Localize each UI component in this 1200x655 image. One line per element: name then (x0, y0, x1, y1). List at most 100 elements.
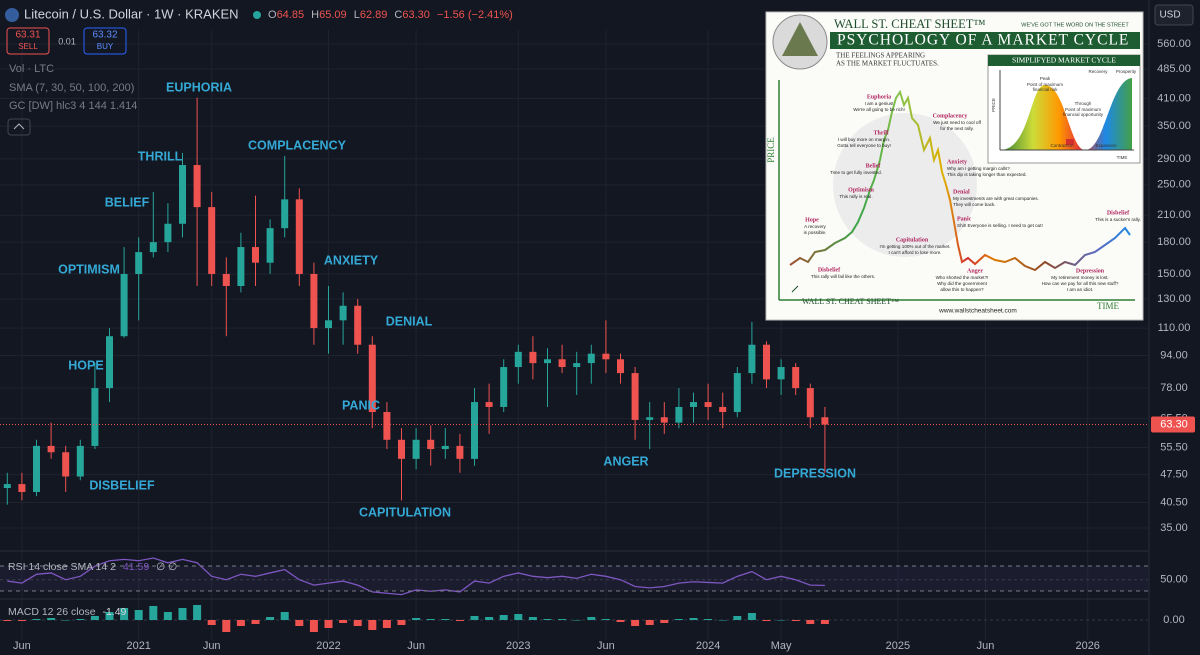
change: −1.56 (−2.41%) (437, 9, 513, 21)
currency-button[interactable] (1154, 4, 1194, 26)
candle-body (208, 207, 216, 274)
phase-annotation: ANXIETY (324, 253, 379, 267)
macd-histogram-bar (791, 620, 800, 621)
phase-annotation: HOPE (68, 358, 103, 372)
collapse-icon[interactable] (13, 123, 25, 130)
sell-label[interactable]: SELL (18, 42, 38, 51)
macd-histogram-bar (178, 608, 187, 620)
cycle-curve (789, 89, 1131, 272)
simplified-label: Point of maximum (1027, 82, 1063, 87)
candle-body (179, 165, 186, 224)
y-tick-label: 130.00 (1157, 293, 1191, 305)
phase-quote: Time to get fully invested. (830, 170, 882, 175)
y-tick-label: 250.00 (1157, 179, 1191, 191)
candle-body (18, 484, 26, 493)
phase-quote: I am an idiot. (1067, 287, 1093, 292)
phase-quote: I can't afford to lose more. (889, 250, 942, 255)
macd-histogram-bar (820, 620, 829, 624)
x-tick-label: Jun (13, 640, 31, 652)
y-tick-label: 94.00 (1160, 349, 1188, 361)
macd-histogram-bar (558, 619, 567, 620)
phase-annotation: DENIAL (386, 314, 433, 328)
title-band (830, 32, 1140, 49)
candle-body (792, 367, 800, 389)
x-tick-label: 2026 (1075, 640, 1099, 652)
simplified-label: financial opportunity (1063, 112, 1104, 117)
simplified-label: PRICE (991, 98, 996, 112)
macd-legend: MACD 12 26 close -1.49 (8, 606, 127, 618)
symbol-title: Litecoin / U.S. Dollar · 1W · KRAKEN (24, 6, 239, 21)
phase-annotation: PANIC (342, 398, 380, 412)
candle-body (427, 439, 435, 450)
rsi-band (0, 566, 1148, 591)
macd-histogram-bar (572, 620, 581, 621)
phase-annotation: COMPLACENCY (248, 138, 347, 152)
candle-body (120, 273, 128, 337)
macd-histogram-bar (295, 620, 304, 626)
phase-name: Capitulation (896, 237, 929, 243)
macd-histogram-bar (747, 613, 756, 620)
simplified-label: Expansion (1095, 143, 1117, 148)
macd-histogram-bar (382, 620, 391, 628)
candle-body (763, 344, 770, 380)
candle-body (646, 417, 654, 420)
phase-quote: I am a genius! (865, 101, 894, 106)
sell-price[interactable]: 63.31 (15, 30, 40, 41)
y-tick-label: 210.00 (1157, 209, 1191, 221)
inset-axis-label: TIME (1097, 301, 1119, 311)
macd-histogram-bar (601, 619, 610, 620)
candle-body (500, 367, 508, 407)
rsi-line (7, 557, 825, 596)
candle-body (47, 445, 55, 453)
y-tick-label: 110.00 (1158, 322, 1191, 334)
phase-name: Depression (1076, 268, 1105, 274)
inset-url: www.wallstcheatsheet.com (938, 308, 1017, 315)
candle-body (704, 402, 712, 407)
macd-histogram-bar (149, 606, 158, 620)
macd-histogram-bar (339, 620, 348, 623)
candle-body (281, 199, 289, 229)
phase-name: Disbelief (818, 267, 841, 273)
ohlc-value: 64.85 (277, 9, 305, 21)
indicator-label[interactable]: SMA (7, 30, 50, 100, 200) (9, 82, 134, 94)
ohlc-key: L (354, 9, 360, 21)
indicator-label[interactable]: GC [DW] hlc3 4 144 1.414 (9, 100, 137, 112)
phase-quote: Shit! Everyone is selling. I need to get… (957, 223, 1043, 228)
currency[interactable]: USD (1159, 10, 1180, 21)
macd-histogram-bar (353, 620, 362, 626)
macd-name: MACD 12 26 close (8, 606, 96, 618)
candle-body (456, 445, 464, 459)
sell-button[interactable] (6, 27, 50, 55)
phase-name: Denial (953, 189, 970, 195)
inset-title: PSYCHOLOGY OF A MARKET CYCLE (837, 32, 1129, 49)
y-tick-label: 290.00 (1157, 153, 1191, 165)
phase-quote: My investments are with great companies. (953, 196, 1039, 201)
macd-histogram-bar (485, 617, 494, 620)
inset-image: WALL ST. CHEAT SHEET™ WE'VE GOT THE WORD… (765, 11, 1144, 321)
simplified-label: Through (1075, 101, 1092, 106)
candle-body (252, 247, 259, 263)
macd-histogram-bar (397, 620, 406, 625)
phase-quote: We just need to cool off (933, 120, 982, 125)
macd-value: -1.49 (102, 606, 126, 618)
macd-histogram-bar (777, 620, 786, 621)
phase-annotation: DISBELIEF (89, 478, 155, 492)
macd-histogram-bar (543, 619, 552, 620)
inset-subtitle: AS THE MARKET FLUCTUATES. (836, 60, 939, 68)
buy-button[interactable] (83, 27, 127, 55)
phase-quote: for the next rally. (940, 126, 974, 131)
candle-body (412, 439, 420, 459)
buy-label[interactable]: BUY (97, 42, 114, 51)
market-status (253, 11, 261, 19)
macd-histogram-bar (266, 617, 275, 620)
collapse-button[interactable] (7, 118, 31, 136)
macd-histogram-bar (193, 605, 202, 620)
buy-price[interactable]: 63.32 (92, 30, 117, 41)
phase-quote: I'm getting 100% out of the market. (879, 244, 950, 249)
phase-quote: A recovery (804, 224, 826, 229)
phase-quote: How can we pay for all this new stuff? (1042, 281, 1119, 286)
indicator-label[interactable]: Vol · LTC (9, 63, 54, 75)
footer-brand: WALL ST. CHEAT SHEET™ (802, 297, 899, 306)
macd-histogram-bar (631, 620, 640, 626)
candle-body (719, 406, 727, 413)
